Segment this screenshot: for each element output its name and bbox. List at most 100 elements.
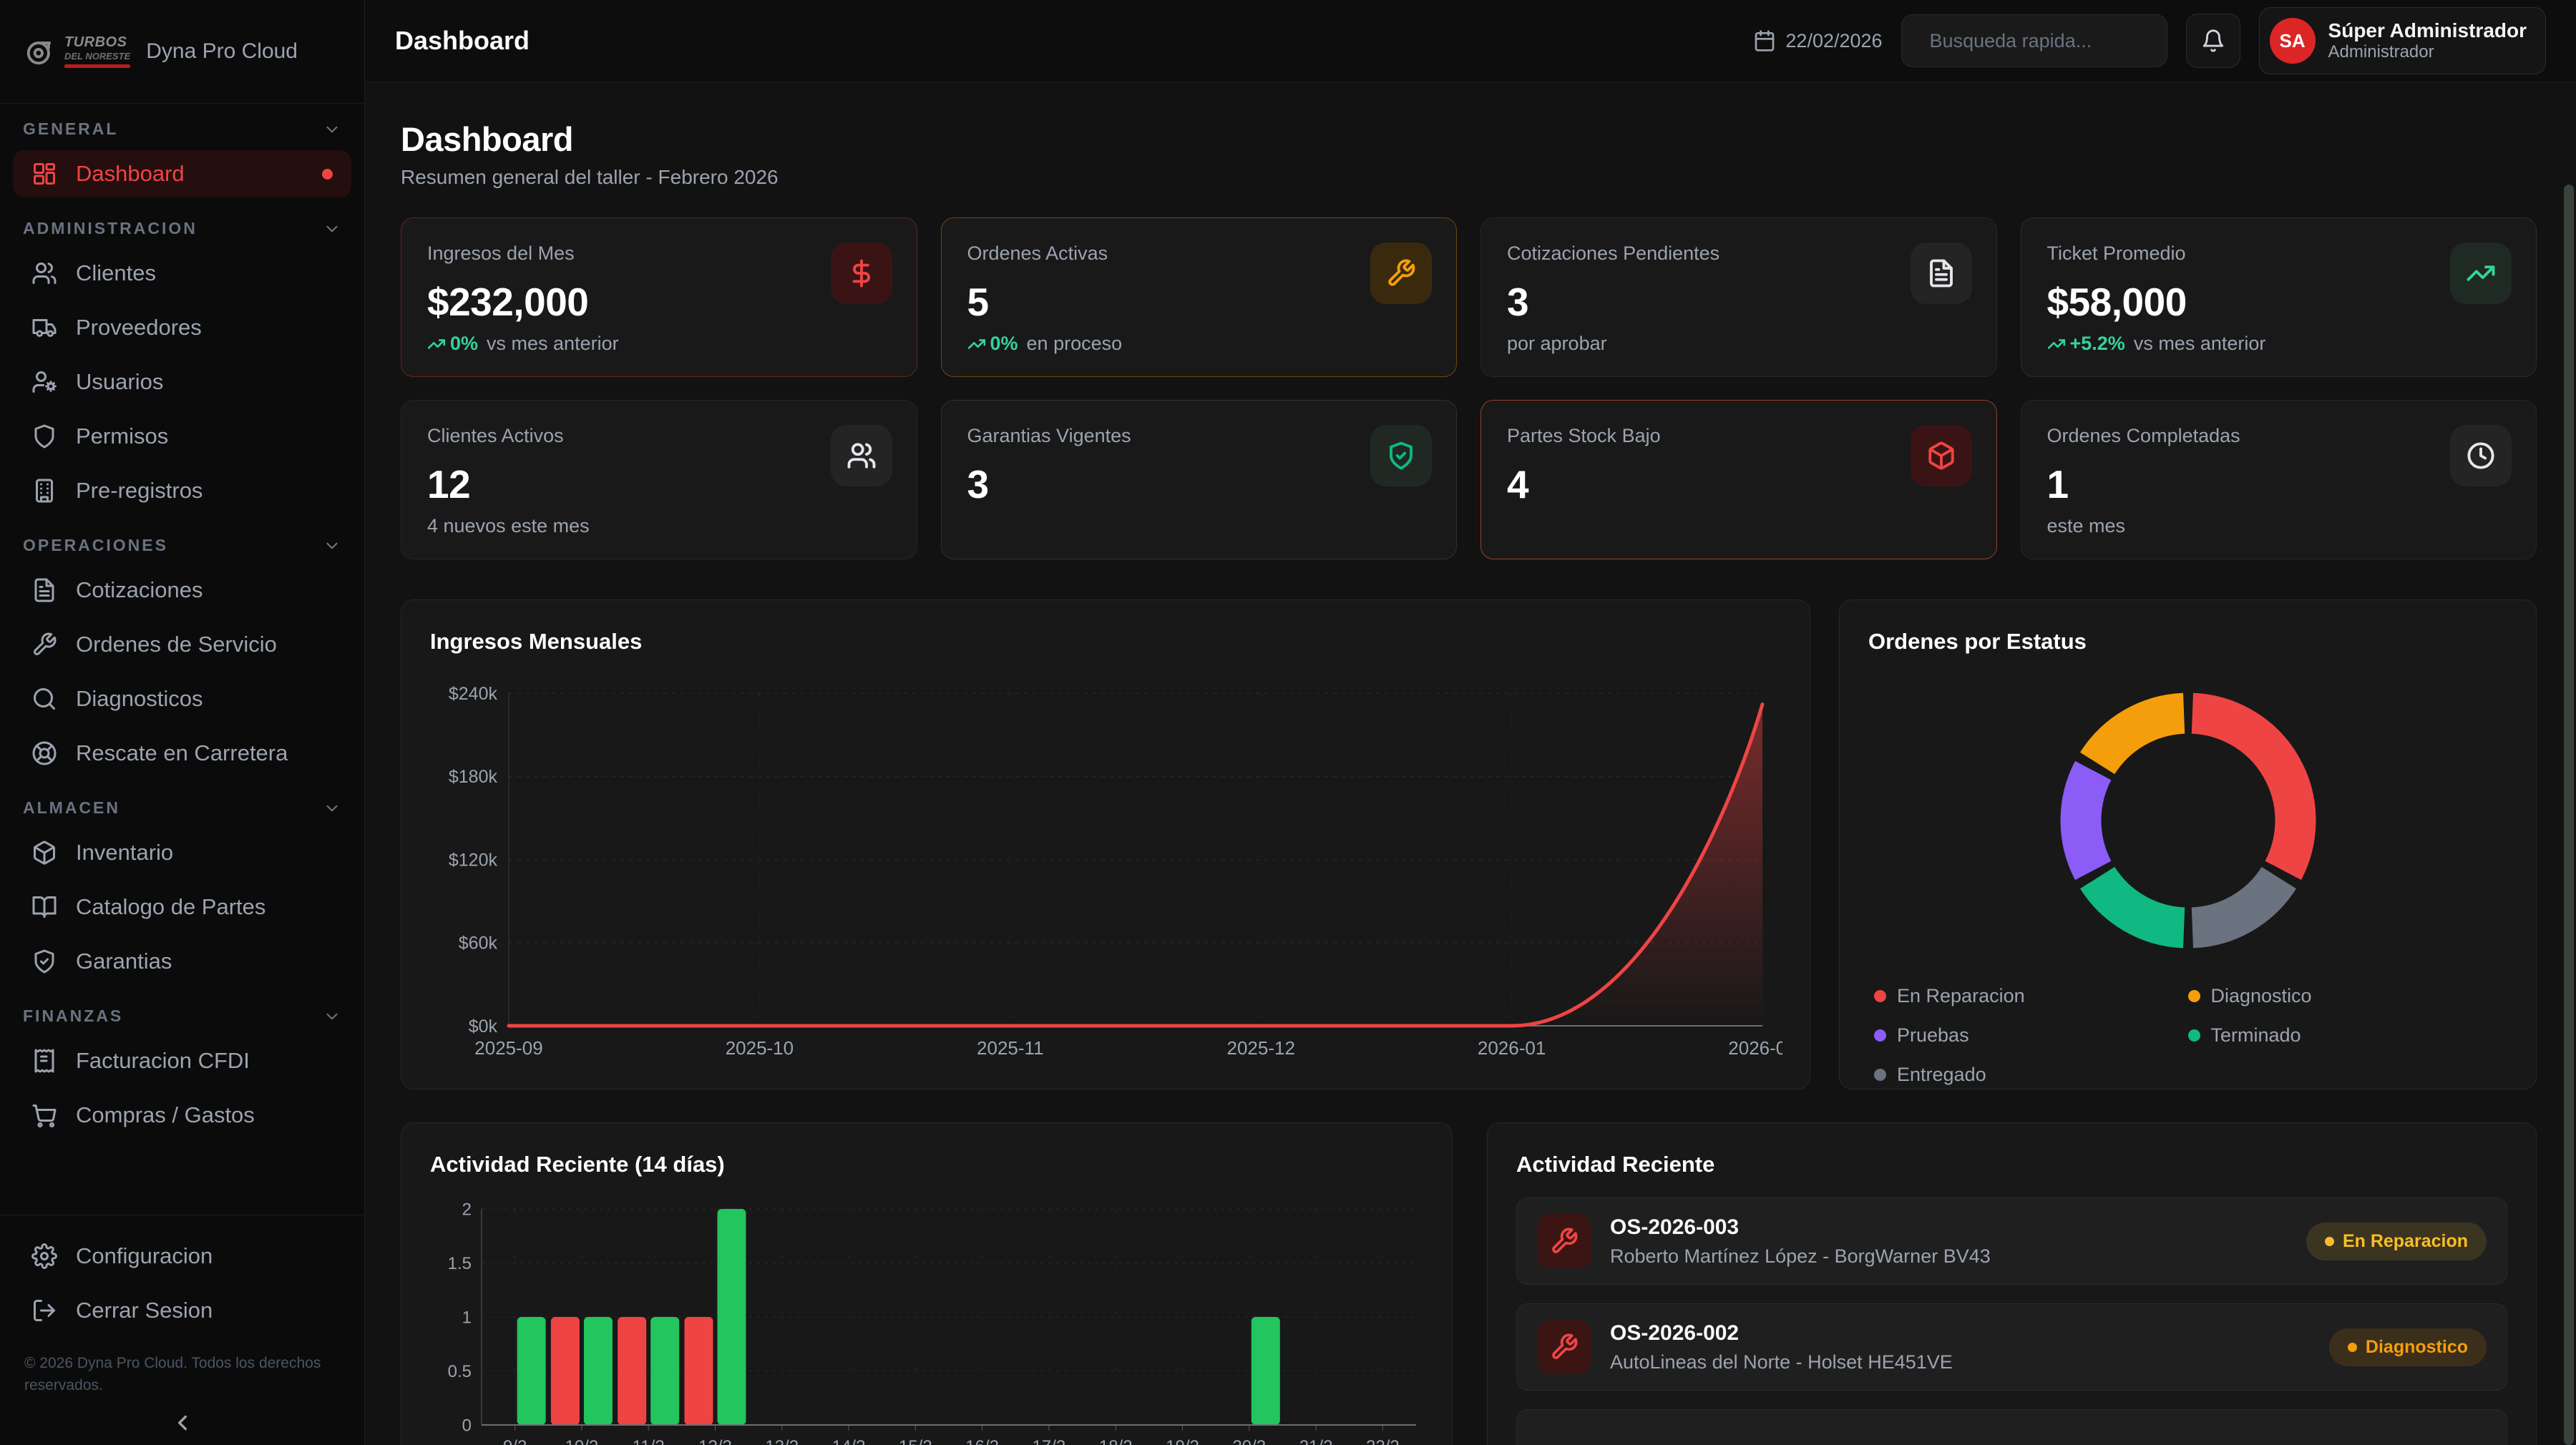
bar-chart-title: Actividad Reciente (14 días): [430, 1152, 725, 1177]
svg-text:20/2: 20/2: [1232, 1437, 1266, 1445]
ordenes-por-estatus-card: Ordenes por Estatus En Reparacion Diagno…: [1839, 599, 2537, 1089]
stat-label: Ordenes Completadas: [2046, 425, 2240, 446]
stat-icon-box: [830, 425, 892, 486]
section-header-almacen[interactable]: ALMACEN: [23, 798, 341, 818]
svg-text:0.5: 0.5: [448, 1362, 472, 1381]
stat-card-clientes-activos: Clientes Activos 12 4 nuevos este mes: [401, 400, 917, 559]
svg-text:17/2: 17/2: [1033, 1437, 1066, 1445]
user-name: Súper Administrador: [2328, 19, 2527, 41]
stat-icon-box: [2450, 425, 2512, 486]
svg-text:2025-11: 2025-11: [977, 1037, 1044, 1059]
sidebar-item-permisos[interactable]: Permisos: [13, 413, 351, 460]
stat-card-ordenes-activas: Ordenes Activas 5 0% en proceso: [940, 217, 1457, 377]
svg-text:2026-02: 2026-02: [1728, 1037, 1782, 1059]
sidebar-item-compras-gastos[interactable]: Compras / Gastos: [13, 1092, 351, 1139]
search-input[interactable]: [1928, 29, 2185, 53]
receipt-icon: [34, 1049, 54, 1073]
activity-list: OS-2026-003 Roberto Martínez López - Bor…: [1516, 1197, 2507, 1445]
trending-up-icon: [427, 338, 446, 349]
scrollbar[interactable]: [2564, 185, 2574, 1445]
stat-icon-box: [1370, 425, 1432, 486]
life-buoy-icon: [32, 741, 57, 765]
svg-text:2026-01: 2026-01: [1478, 1037, 1546, 1059]
stat-label: Cotizaciones Pendientes: [1507, 243, 1720, 264]
legend-dot: [1874, 1069, 1886, 1081]
svg-text:2025-12: 2025-12: [1226, 1037, 1294, 1059]
section-header-finanzas[interactable]: FINANZAS: [23, 1006, 341, 1026]
sidebar-item-catalogo-de-partes[interactable]: Catalogo de Partes: [13, 883, 351, 931]
actividad-reciente-card: Actividad Reciente OS-2026-003 Roberto M…: [1487, 1122, 2537, 1445]
collapse-sidebar-button[interactable]: [13, 1411, 351, 1435]
trending-up-icon: [2467, 265, 2495, 281]
legend-item-diagnostico: Diagnostico: [2187, 985, 2502, 1007]
sidebar-item-pre-registros[interactable]: Pre-registros: [13, 467, 351, 514]
stat-value: $232,000: [427, 280, 589, 324]
svg-text:11/2: 11/2: [633, 1437, 665, 1445]
brand-logo-underline: [64, 64, 130, 68]
file-text-icon: [1929, 259, 1953, 288]
sidebar: TURBOS DEL NORESTE Dyna Pro Cloud GENERA…: [0, 0, 365, 1445]
stat-card-partes-stock-bajo: Partes Stock Bajo 4: [1480, 400, 1997, 559]
sidebar-item-garantias[interactable]: Garantias: [13, 938, 351, 985]
stat-label: Partes Stock Bajo: [1507, 425, 1661, 446]
shield-check-icon: [34, 949, 54, 974]
calendar-icon: [1755, 30, 1775, 52]
sidebar-item-cotizaciones[interactable]: Cotizaciones: [13, 567, 351, 614]
legend-dot: [2187, 990, 2200, 1002]
sidebar-item-rescate-en-carretera[interactable]: Rescate en Carretera: [13, 730, 351, 777]
actividad-bar-chart: 0 0.5 1 1.5 2 9/2 10/2 11/2 12/2 13/2 14/2 15/2 16/2…: [448, 1200, 1416, 1445]
legend-item-terminado: Terminado: [2187, 1024, 2502, 1047]
stats-grid: Ingresos del Mes $232,000 0% vs mes anter…: [401, 217, 2537, 559]
stat-footnote: este mes: [2046, 515, 2126, 537]
section-header-general[interactable]: GENERAL: [23, 119, 341, 139]
activity-item-partial[interactable]: [1516, 1409, 2507, 1445]
section-header-administracion[interactable]: ADMINISTRACION: [23, 219, 341, 238]
stat-value: 1: [2046, 462, 2069, 506]
stat-label: Ticket Promedio: [2046, 243, 2186, 264]
stat-footnote: 0% vs mes anterior: [427, 333, 619, 355]
svg-text:18/2: 18/2: [1099, 1437, 1133, 1445]
notifications-button[interactable]: [2185, 14, 2240, 68]
svg-text:19/2: 19/2: [1166, 1437, 1199, 1445]
svg-text:$60k: $60k: [459, 934, 498, 954]
chevron-down-icon: [326, 225, 338, 232]
svg-text:2025-09: 2025-09: [474, 1037, 542, 1059]
svg-text:$240k: $240k: [449, 684, 498, 704]
wrench-icon: [1552, 1228, 1578, 1253]
stat-icon-box: [830, 243, 892, 304]
trend-value: 0%: [967, 333, 1018, 355]
svg-text:2: 2: [462, 1200, 472, 1219]
sidebar-item-configuracion[interactable]: Configuracion: [13, 1233, 351, 1280]
status-badge: En Reparacion: [2306, 1222, 2487, 1260]
file-text-icon: [34, 578, 54, 602]
legend-item-entregado: Entregado: [1874, 1064, 2188, 1086]
svg-text:21/2: 21/2: [1299, 1437, 1333, 1445]
legend-dot: [2187, 1029, 2200, 1042]
sidebar-footer-items: Configuracion Cerrar Sesion: [13, 1233, 351, 1334]
svg-text:16/2: 16/2: [965, 1437, 999, 1445]
section-header-operaciones[interactable]: OPERACIONES: [23, 536, 341, 555]
stat-footnote: +5.2% vs mes anterior: [2047, 333, 2265, 355]
users-icon: [847, 443, 875, 469]
sidebar-item-cerrar-sesion[interactable]: Cerrar Sesion: [13, 1287, 351, 1334]
book-open-icon: [32, 896, 57, 918]
user-role: Administrador: [2328, 42, 2434, 62]
sidebar-item-facturacion-cfdi[interactable]: Facturacion CFDI: [13, 1037, 351, 1084]
stat-value: 3: [1507, 280, 1529, 324]
sidebar-item-ordenes-de-servicio[interactable]: Ordenes de Servicio: [13, 621, 351, 668]
stat-footnote: 0% en proceso: [967, 333, 1122, 355]
order-code: OS-2026-003: [1610, 1215, 1740, 1239]
sidebar-item-clientes[interactable]: Clientes: [13, 250, 351, 297]
sidebar-item-diagnosticos[interactable]: Diagnosticos: [13, 675, 351, 722]
sidebar-item-usuarios[interactable]: Usuarios: [13, 358, 351, 406]
svg-text:1.5: 1.5: [448, 1254, 472, 1273]
brand: TURBOS DEL NORESTE Dyna Pro Cloud: [0, 0, 364, 104]
sidebar-item-inventario[interactable]: Inventario: [13, 829, 351, 876]
activity-item-os-2026-002[interactable]: OS-2026-002 AutoLineas del Norte - Holse…: [1516, 1303, 2507, 1391]
user-menu[interactable]: SA Súper Administrador Administrador: [2258, 7, 2546, 74]
svg-text:12/2: 12/2: [698, 1437, 732, 1445]
sidebar-item-dashboard[interactable]: Dashboard: [13, 150, 351, 197]
svg-text:0: 0: [462, 1416, 472, 1435]
sidebar-item-proveedores[interactable]: Proveedores: [13, 304, 351, 351]
activity-item-os-2026-003[interactable]: OS-2026-003 Roberto Martínez López - Bor…: [1516, 1197, 2507, 1285]
